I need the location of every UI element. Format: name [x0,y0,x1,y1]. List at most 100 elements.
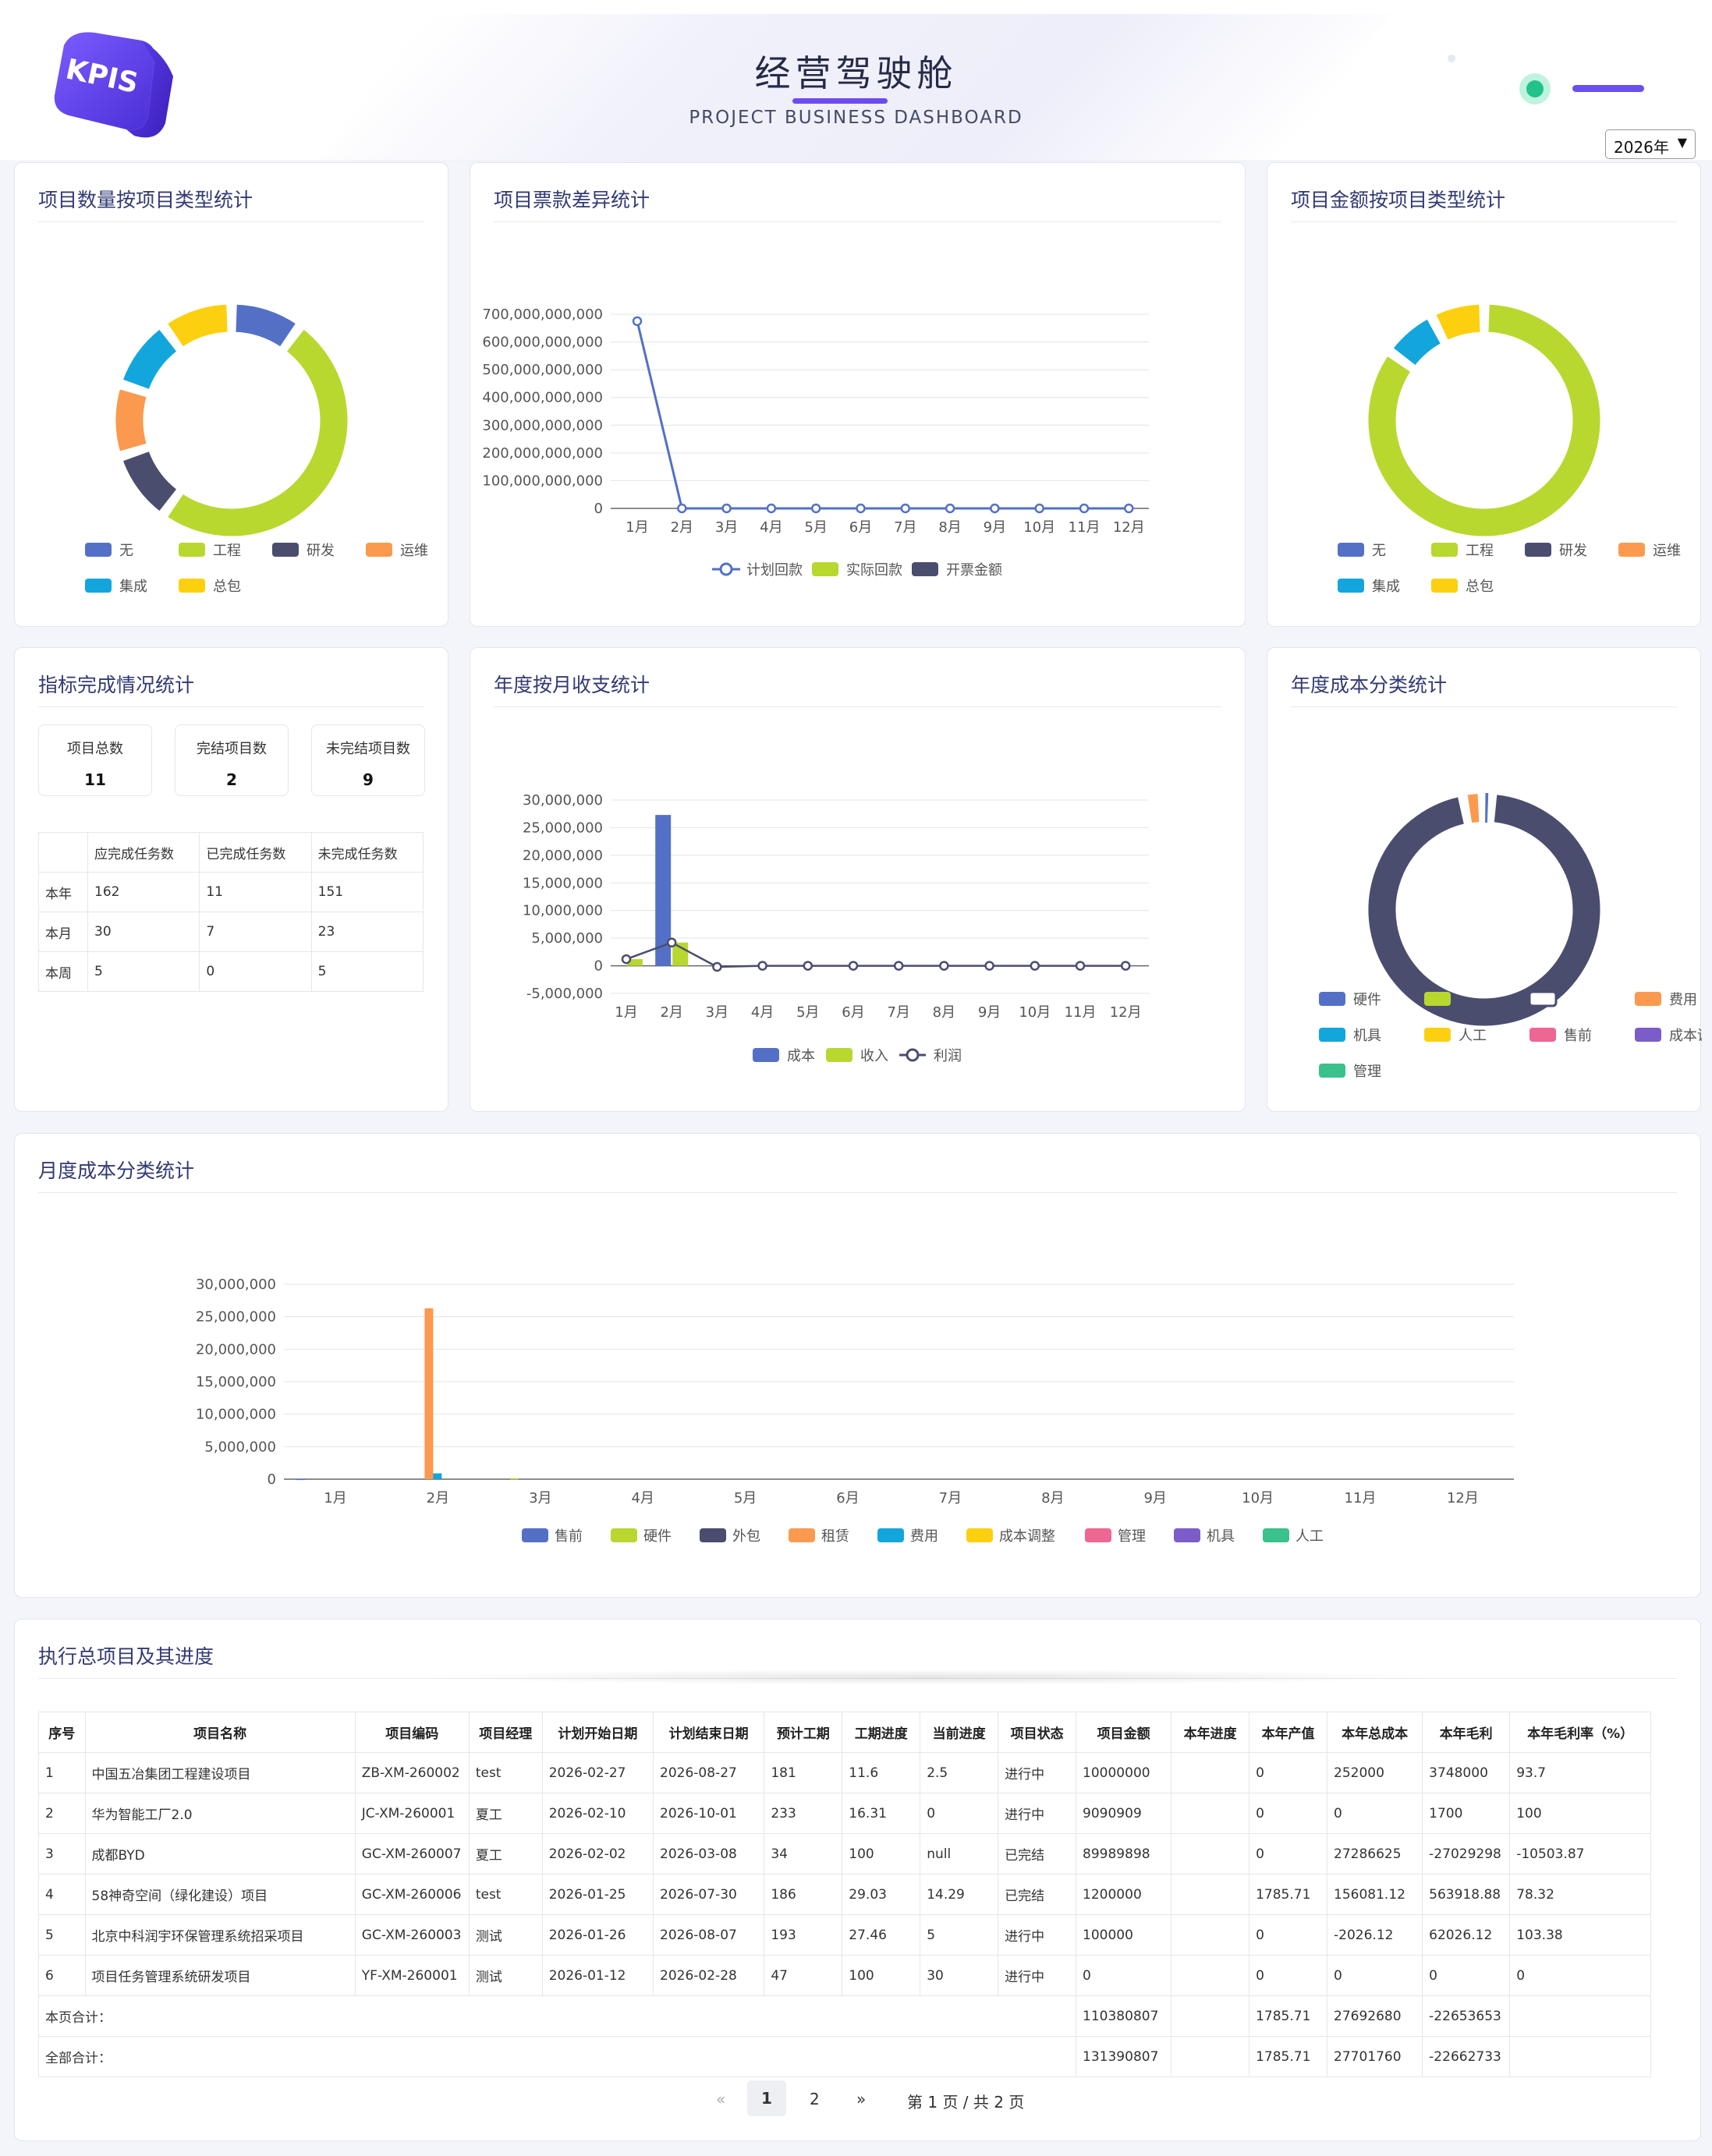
year-select[interactable]: 2026年 ▼ [1605,129,1696,159]
x-tick-label: 1月 [626,519,648,536]
x-tick-label: 7月 [939,1490,962,1506]
legend-label: 硬件 [643,1528,672,1545]
task-table: 应完成任务数 已完成任务数 未完成任务数 本年 162 11 151 本月 30… [38,832,424,992]
card-amount-by-type: 项目金额按项目类型统计 无 工程 研发 运维 集成 总包 [1267,162,1701,627]
x-tick-label: 12月 [1447,1490,1479,1506]
table-cell: 2026-03-08 [653,1833,765,1875]
bar [424,1308,434,1479]
stat-label: 项目总数 [67,741,123,757]
table-cell: 3 [38,1833,86,1875]
y-tick-label: 500,000,000,000 [482,362,603,378]
table-header: 本年毛利率（%） [1509,1712,1651,1753]
chevron-down-icon: ▼ [1677,135,1687,150]
data-point [900,503,911,514]
legend-swatch [1528,990,1558,1007]
table-header: 计划开始日期 [541,1712,654,1753]
x-tick-label: 10月 [1023,519,1055,536]
table-cell: 2026-07-30 [653,1874,765,1915]
legend-swatch [700,1528,726,1542]
x-tick-label: 4月 [760,519,782,536]
table-cell: test [468,1874,543,1915]
table-cell: 103.38 [1509,1914,1651,1956]
page-1-button[interactable]: 1 [747,2080,786,2116]
data-point [939,961,949,971]
card-invoice-diff: 项目票款差异统计 0 100,000,000,000 200,000,000,000… [470,162,1246,627]
table-cell: 夏工 [468,1793,543,1834]
table-cell: null [920,1833,999,1875]
legend-swatch [1424,992,1451,1006]
table-cell: 16.31 [842,1793,921,1834]
table-header: 已完成任务数 [199,832,312,873]
legend-label: 成本调整 [1669,1028,1702,1044]
stat-value: 9 [363,770,374,789]
data-point [984,961,994,971]
data-point [677,503,687,514]
legend-label: 运维 [400,543,428,559]
table-cell: 29.03 [842,1874,921,1915]
table-cell: 78.32 [1509,1874,1651,1915]
donut-slice [165,327,350,539]
next-page-button[interactable]: » [856,2090,867,2108]
page-2-button[interactable]: 2 [810,2090,820,2108]
data-point [1030,961,1040,971]
legend-label: 售前 [555,1528,583,1545]
x-tick-label: 8月 [938,519,961,536]
table-cell: 11.6 [842,1752,921,1793]
data-point [848,961,859,971]
table-header: 本年进度 [1171,1712,1250,1753]
table-cell [1171,1833,1250,1875]
data-point [803,961,813,971]
legend-swatch [789,1528,815,1542]
table-cell: JC-XM-260001 [354,1793,470,1834]
table-cell: 186 [764,1874,843,1915]
x-tick-label: 2月 [427,1490,449,1506]
table-cell: 193 [764,1914,843,1956]
donut-slice [1434,302,1483,342]
donut-slice [120,448,179,514]
table-cell [1171,1914,1250,1956]
x-tick-label: 8月 [933,1004,955,1021]
table-cell: 本周 [38,951,88,992]
prev-page-button[interactable]: « [716,2090,726,2108]
table-cell: 252000 [1327,1752,1423,1793]
card-title: 项目票款差异统计 [494,189,650,211]
legend-label: 运维 [1653,543,1681,559]
y-tick-label: 10,000,000 [196,1407,276,1423]
table-row: 3 成都BYD GC-XM-260007 夏工 2026-02-02 2026-03-08… [38,1833,1651,1875]
bar [433,1473,442,1479]
legend-label: 收入 [860,1048,888,1064]
kpis-logo: KPIS [54,32,173,138]
legend-label: 管理 [1353,1064,1381,1080]
table-cell: 4 [38,1874,86,1915]
x-tick-label: 1月 [324,1490,346,1506]
y-tick-label: 5,000,000 [531,930,603,947]
legend-swatch [1174,1528,1200,1542]
legend-label: 研发 [307,543,335,559]
decoration-dot [1448,55,1455,62]
table-cell: 9090909 [1076,1793,1172,1834]
y-tick-label: 600,000,000,000 [482,335,603,351]
table-cell: 5 [38,1914,86,1956]
legend-swatch [1263,1528,1289,1542]
legend-label: 机具 [1207,1528,1235,1545]
total-profit: -22662733 [1422,2036,1511,2077]
table-cell: 93.7 [1509,1752,1651,1793]
divider [38,706,424,707]
divider [1291,706,1677,707]
x-tick-label: 3月 [715,519,738,536]
table-cell: 27286625 [1327,1833,1423,1875]
y-tick-label: 20,000,000 [196,1341,276,1358]
table-cell: 5 [87,951,200,992]
data-point [632,316,643,327]
x-tick-label: 10月 [1019,1004,1051,1021]
bar-chart-income: -5,000,000 0 5,000,000 10,000,000 15,000,000… [523,792,1149,1064]
table-cell: 2026-02-10 [541,1793,654,1834]
table-cell: 2026-08-07 [653,1914,765,1956]
table-cell: 0 [1249,1955,1328,1996]
x-tick-label: 4月 [751,1004,774,1021]
table-cell: 2026-08-27 [653,1752,765,1793]
card-title: 月度成本分类统计 [38,1159,195,1182]
title-underline [792,98,888,104]
legend-label: 管理 [1118,1528,1146,1545]
